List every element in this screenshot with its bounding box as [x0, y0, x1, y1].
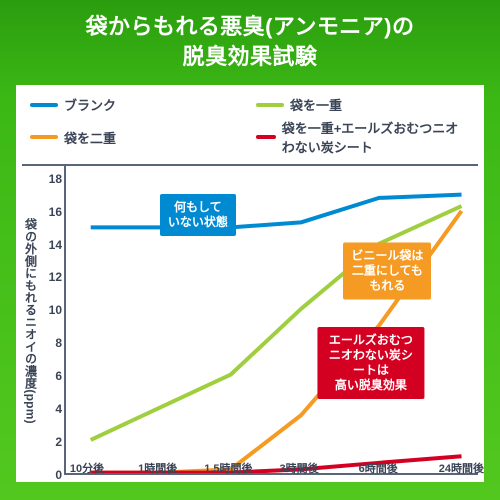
y-tick: 6 [55, 369, 62, 383]
y-tick: 0 [55, 468, 62, 482]
line-chart-svg [66, 166, 478, 473]
y-tick: 12 [49, 270, 62, 284]
annotation-a3: エールズおむつニオわない炭シートは高い脱臭効果 [317, 327, 424, 399]
x-tick: 10分後 [70, 460, 104, 476]
x-tick: 1時間後 [138, 460, 177, 476]
legend-swatch [256, 103, 284, 107]
y-tick: 10 [49, 303, 62, 317]
y-tick: 14 [49, 238, 62, 252]
y-tick: 4 [55, 402, 62, 416]
x-axis: 10分後1時間後1.5時間後3時間後6時間後24時間後 [62, 460, 478, 480]
legend-swatch [256, 135, 276, 139]
series-line-blank [91, 195, 462, 228]
legend-item-sheet: 袋を一重+エールズおむつニオわない炭シート [256, 118, 470, 156]
x-tick: 1.5時間後 [204, 460, 252, 476]
legend-swatch [30, 135, 58, 139]
x-tick: 3時間後 [280, 460, 319, 476]
y-tick: 2 [55, 435, 62, 449]
chart-title: 袋からもれる悪臭(アンモニア)の 脱臭効果試験 [0, 0, 500, 85]
y-axis-label: 袋の外側にもれるニオイの濃度(ppm) [22, 166, 40, 475]
legend-label: 袋を一重 [290, 95, 342, 114]
legend: ブランク 袋を一重袋を二重 袋を一重+エールズおむつニオわない炭シート [22, 95, 478, 166]
legend-item-blank: ブランク [30, 95, 244, 114]
annotation-a2: ビニール袋は二重にしてももれる [343, 242, 431, 299]
y-tick: 8 [55, 336, 62, 350]
title-line-2: 脱臭効果試験 [10, 42, 490, 72]
plot-area: 何もしていない状態ビニール袋は二重にしてももれるエールズおむつニオわない炭シート… [64, 166, 478, 475]
chart-panel: ブランク 袋を一重袋を二重 袋を一重+エールズおむつニオわない炭シート 袋の外側にも… [16, 85, 484, 482]
y-axis: 024681012141618 [40, 166, 64, 475]
legend-item-single: 袋を一重 [256, 95, 470, 114]
legend-label: ブランク [64, 95, 116, 114]
y-tick: 16 [49, 205, 62, 219]
legend-label: 袋を一重+エールズおむつニオわない炭シート [282, 118, 470, 156]
x-tick: 24時間後 [439, 460, 484, 476]
title-line-1: 袋からもれる悪臭(アンモニア)の [10, 12, 490, 42]
y-tick: 18 [49, 172, 62, 186]
legend-label: 袋を二重 [64, 128, 116, 147]
annotation-a1: 何もしていない状態 [160, 194, 236, 236]
legend-item-double: 袋を二重 [30, 118, 244, 156]
legend-swatch [30, 103, 58, 107]
x-tick: 6時間後 [359, 460, 398, 476]
